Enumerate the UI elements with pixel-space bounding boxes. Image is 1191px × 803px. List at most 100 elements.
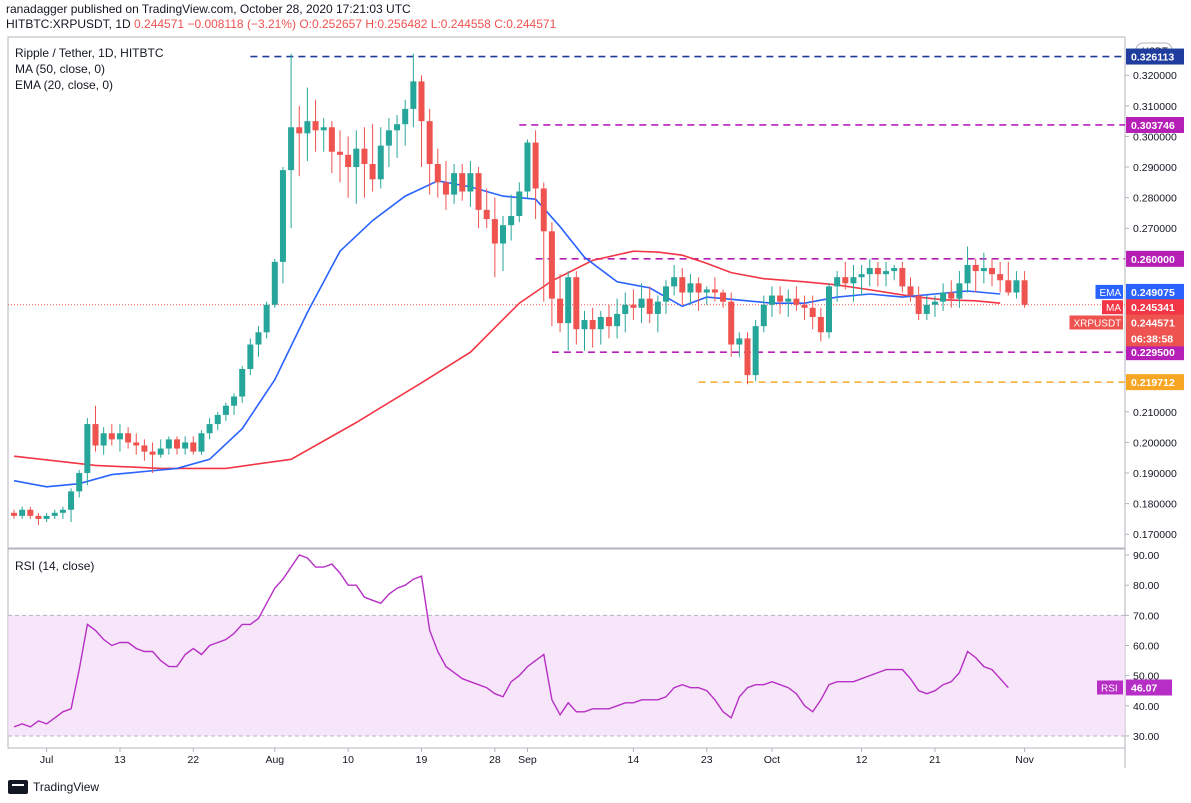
candle-body bbox=[27, 509, 34, 516]
candle-body bbox=[353, 148, 360, 168]
candle-body bbox=[597, 316, 604, 330]
candle bbox=[19, 506, 26, 519]
time-tick-label: Nov bbox=[1015, 754, 1034, 766]
candle bbox=[108, 424, 115, 446]
candle-body bbox=[980, 268, 987, 272]
candle-body bbox=[540, 188, 547, 232]
candle-body bbox=[426, 121, 433, 164]
series-name-label: MA bbox=[1106, 303, 1121, 314]
candle bbox=[940, 283, 947, 311]
candle bbox=[923, 295, 930, 321]
candle bbox=[483, 188, 490, 229]
candle-body bbox=[76, 473, 83, 492]
last-price: 0.244571 bbox=[134, 17, 185, 31]
candle bbox=[532, 130, 539, 220]
series-name-tag bbox=[1102, 300, 1123, 315]
candle bbox=[646, 286, 653, 324]
candle bbox=[915, 286, 922, 321]
candle bbox=[222, 402, 229, 422]
series-value-tag bbox=[1126, 299, 1184, 316]
candle-body bbox=[671, 277, 678, 287]
series-value-label: 0.249075 bbox=[1131, 287, 1175, 299]
level-tag-label: 0.303746 bbox=[1131, 120, 1175, 132]
candle-body bbox=[997, 274, 1004, 281]
price-tick-label: 0.180000 bbox=[1133, 499, 1177, 511]
ohlc-line: HITBTC:XRPUSDT, 1D 0.244571 −0.008118 (−… bbox=[6, 17, 556, 31]
rsi-tick-label: 80.00 bbox=[1133, 580, 1159, 592]
price-tick-label: 0.290000 bbox=[1133, 162, 1177, 174]
candle-body bbox=[777, 295, 784, 302]
candle-body bbox=[923, 304, 930, 314]
candle bbox=[418, 75, 425, 168]
candle-body bbox=[125, 433, 132, 443]
level-tag-label: 0.219712 bbox=[1131, 377, 1175, 389]
candle bbox=[174, 436, 180, 455]
candle-body bbox=[84, 424, 91, 474]
rsi-band bbox=[8, 615, 1125, 736]
brand-text: TradingView bbox=[33, 780, 100, 794]
tradingview-logo-icon bbox=[8, 780, 28, 794]
candle-body bbox=[801, 304, 808, 308]
candle bbox=[296, 105, 303, 177]
candle bbox=[703, 286, 710, 305]
tradingview-branding: TradingView bbox=[8, 780, 99, 794]
candle-body bbox=[59, 509, 66, 513]
candle bbox=[720, 289, 727, 308]
rsi-tick-label: 40.00 bbox=[1133, 701, 1159, 713]
candle-body bbox=[231, 396, 238, 406]
candle bbox=[141, 439, 148, 461]
candle bbox=[695, 277, 702, 311]
candle-body bbox=[279, 170, 286, 262]
candle-body bbox=[516, 191, 523, 217]
candle bbox=[565, 271, 572, 351]
candle-body bbox=[931, 301, 938, 305]
candle-body bbox=[377, 145, 384, 180]
candle-body bbox=[442, 182, 449, 195]
candle bbox=[475, 167, 482, 229]
candle bbox=[320, 118, 327, 152]
candle bbox=[785, 289, 792, 317]
candle-body bbox=[19, 509, 26, 516]
rsi-tick-label: 30.00 bbox=[1133, 731, 1159, 743]
candle bbox=[394, 115, 401, 158]
candle bbox=[817, 307, 824, 342]
rsi-name-tag bbox=[1097, 680, 1123, 695]
candle bbox=[614, 298, 621, 339]
level-tag bbox=[1126, 48, 1184, 65]
candle bbox=[891, 264, 898, 281]
candle bbox=[874, 261, 881, 287]
candle bbox=[68, 488, 75, 522]
candle-body bbox=[467, 173, 474, 192]
time-tick-label: 12 bbox=[856, 754, 868, 766]
candle-body bbox=[68, 491, 75, 510]
candle bbox=[638, 283, 645, 324]
candle-body bbox=[100, 433, 107, 446]
candle bbox=[548, 222, 555, 327]
candle-body bbox=[483, 209, 490, 220]
rsi-name-label: RSI bbox=[1101, 683, 1118, 694]
time-tick-label: 14 bbox=[628, 754, 640, 766]
candle-body bbox=[133, 442, 140, 446]
candle bbox=[931, 295, 938, 317]
candle-body bbox=[43, 515, 50, 519]
legend-title: Ripple / Tether, 1D, HITBTC bbox=[15, 46, 164, 60]
candle bbox=[711, 277, 718, 302]
price-tick-label: 0.270000 bbox=[1133, 223, 1177, 235]
candle-body bbox=[337, 151, 343, 155]
candle-body bbox=[1021, 280, 1028, 305]
candle-body bbox=[956, 283, 963, 299]
candle-body bbox=[605, 316, 612, 327]
candle-body bbox=[891, 268, 898, 272]
time-tick-label: 10 bbox=[342, 754, 354, 766]
series-value-label: 0.245341 bbox=[1131, 302, 1175, 314]
candle-body bbox=[271, 261, 278, 305]
candle-body bbox=[312, 121, 319, 131]
candle bbox=[866, 258, 873, 287]
candle bbox=[1005, 261, 1012, 296]
candle bbox=[426, 108, 433, 195]
candle-body bbox=[548, 231, 555, 299]
candle-body bbox=[711, 289, 718, 293]
candle bbox=[84, 417, 91, 486]
candle bbox=[508, 194, 515, 241]
